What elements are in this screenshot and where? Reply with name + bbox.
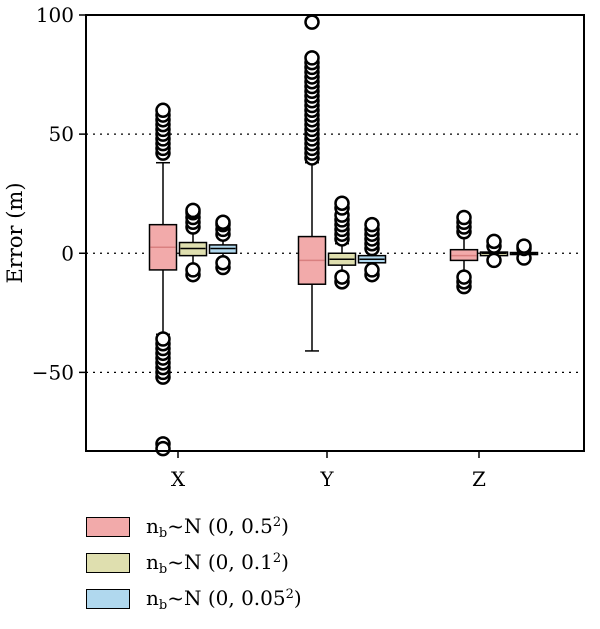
y-tick-label: −50 (32, 360, 74, 384)
y-tick-label: 50 (49, 122, 74, 146)
legend-item-2: nb~N (0, 0.12) (86, 548, 386, 578)
legend-label: nb~N (0, 0.052) (146, 585, 302, 613)
y-tick-label: 100 (36, 3, 74, 27)
outlier-point (486, 233, 502, 250)
box-X-2 (178, 202, 208, 283)
outlier-point (516, 238, 532, 254)
box-X-1 (148, 102, 178, 457)
outlier-point (364, 216, 380, 233)
outlier-point (334, 269, 350, 285)
x-tick-label: X (171, 467, 186, 491)
legend: nb~N (0, 0.52) nb~N (0, 0.12) nb~N (0, 0.0… (86, 512, 386, 620)
outlier-point (155, 440, 171, 457)
box-Z-3 (509, 238, 539, 266)
outlier-point (334, 195, 350, 211)
x-tick-label: Z (472, 467, 486, 491)
legend-swatch (86, 553, 130, 573)
box-Z-2 (479, 233, 509, 269)
outlier-point (215, 255, 231, 271)
x-tick-label: Y (319, 467, 334, 491)
legend-swatch (86, 589, 130, 609)
legend-label: nb~N (0, 0.52) (146, 513, 289, 541)
outlier-point (215, 214, 231, 231)
outlier-point (486, 252, 502, 269)
outlier-point (185, 202, 201, 219)
y-tick-label: 0 (61, 241, 74, 265)
plot-frame (85, 14, 585, 452)
outlier-point (456, 209, 472, 226)
outlier-point (185, 262, 201, 278)
legend-item-1: nb~N (0, 0.52) (86, 512, 386, 542)
outlier-point (155, 331, 171, 347)
outlier-point (456, 269, 472, 285)
legend-item-3: nb~N (0, 0.052) (86, 584, 386, 614)
outlier-point (304, 14, 320, 30)
outlier-point (304, 50, 320, 66)
outlier-point (155, 102, 171, 119)
box-Y-3 (357, 216, 387, 283)
box-Y-1 (297, 14, 327, 352)
axis-ticks: −50 0 50 100 X Y Z (32, 3, 486, 491)
box-X-3 (208, 214, 238, 276)
legend-swatch (86, 517, 130, 537)
y-axis-title: Error (m) (3, 182, 27, 283)
box-plot-series (148, 14, 539, 457)
box-Z-1 (449, 209, 479, 295)
legend-label: nb~N (0, 0.12) (146, 549, 289, 577)
box-Y-2 (327, 195, 357, 290)
outlier-point (364, 262, 380, 278)
